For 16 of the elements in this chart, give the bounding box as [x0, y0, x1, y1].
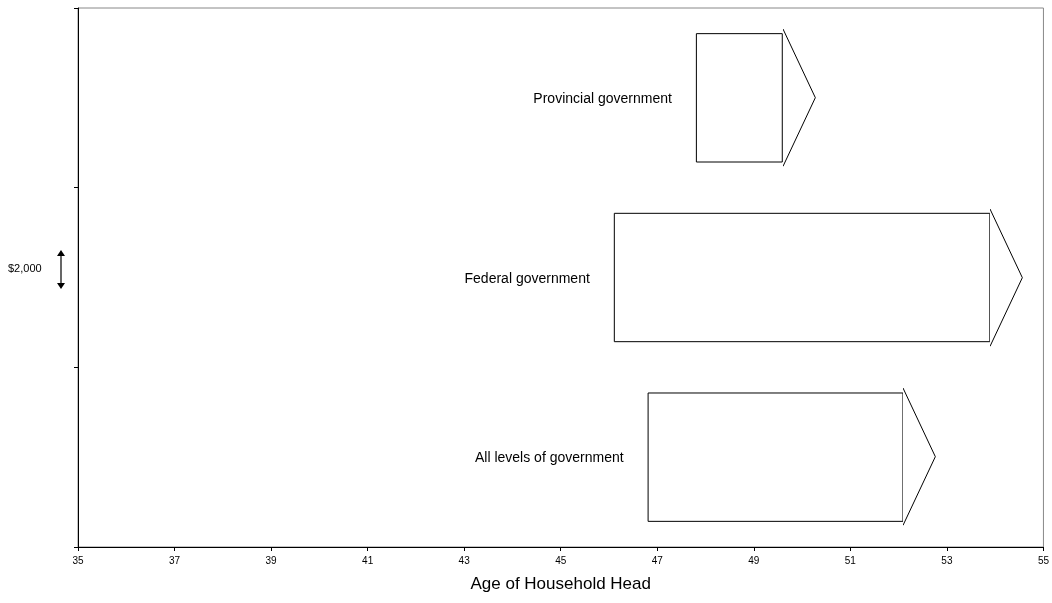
- x-axis-title: Age of Household Head: [470, 574, 651, 593]
- x-tick-label: 35: [72, 554, 84, 566]
- x-tick-label: 55: [1037, 554, 1050, 566]
- x-tick-label: 51: [844, 554, 857, 566]
- x-tick-label: 37: [168, 554, 181, 566]
- x-tick-label: 53: [941, 554, 953, 566]
- x-tick-label: 45: [555, 554, 567, 566]
- x-tick-label: 41: [362, 554, 374, 566]
- y-tick-label: Provincial government: [533, 89, 672, 106]
- y-tick-label: All levels of government: [474, 449, 624, 466]
- x-tick-label: 47: [651, 554, 664, 566]
- x-tick-label: 39: [265, 554, 278, 566]
- x-tick-label: 49: [748, 554, 760, 566]
- y-tick-label: Federal government: [464, 269, 590, 286]
- text: $2,000: [8, 261, 42, 274]
- x-tick-label: 43: [458, 554, 471, 566]
